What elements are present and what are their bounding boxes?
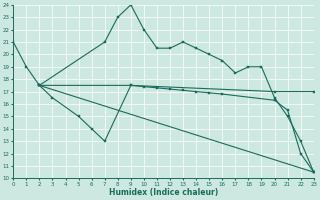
X-axis label: Humidex (Indice chaleur): Humidex (Indice chaleur) [109, 188, 218, 197]
